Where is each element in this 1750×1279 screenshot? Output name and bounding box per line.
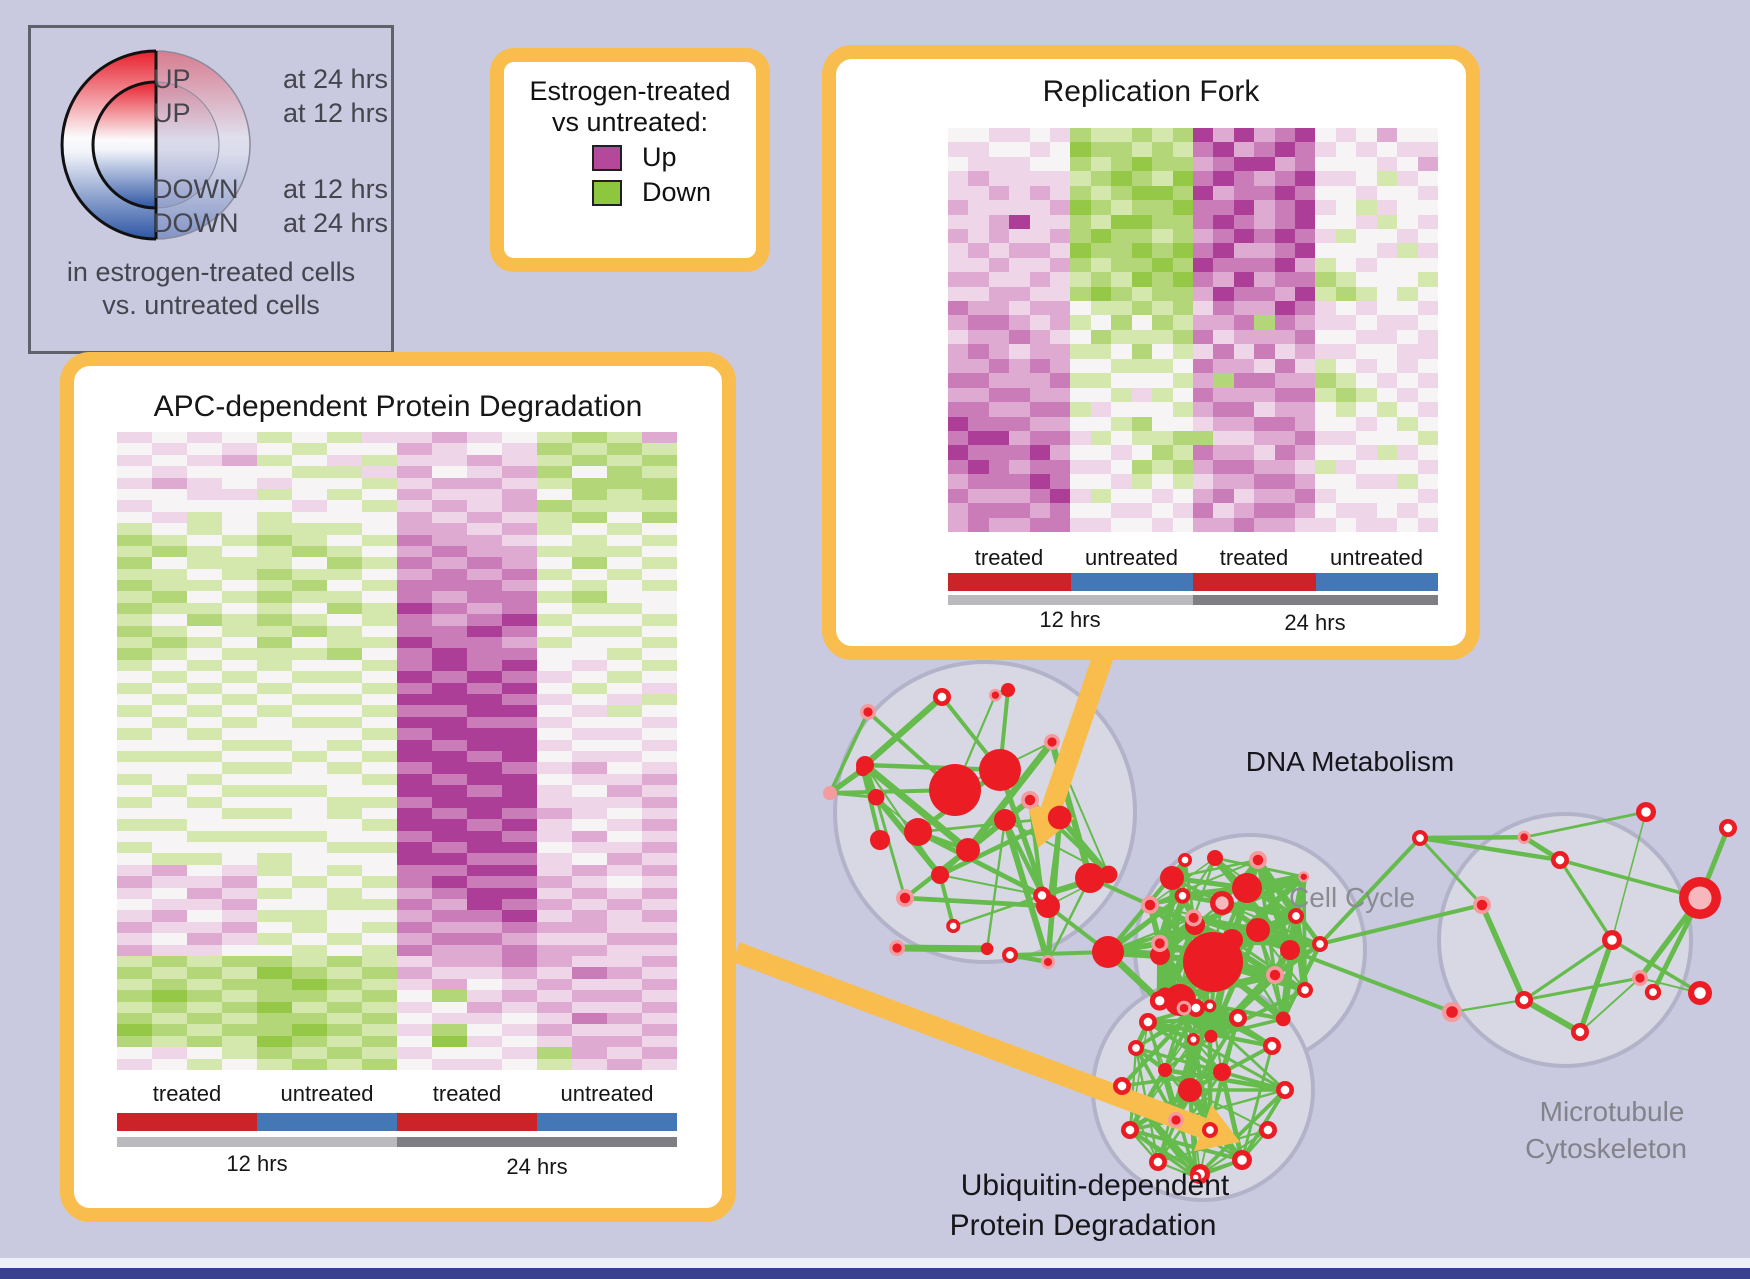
ring-time-24: at 24 hrs: [283, 64, 389, 94]
treated-bar: [948, 573, 1071, 591]
legend-item-up: Up: [592, 142, 756, 173]
updown-legend-box: Estrogen-treated vs untreated: Up Down: [490, 48, 770, 272]
down-color-swatch: [592, 179, 622, 206]
up-down-rings-icon: [60, 49, 251, 241]
ring-legend-box: UP at 24 hrs UP at 12 hrs DOWN at 12 hrs…: [28, 25, 394, 354]
network-cluster-label: Ubiquitin-dependent: [960, 1169, 1230, 1202]
ring-caption-line1: in estrogen-treated cells: [66, 257, 356, 287]
updown-title-line2: vs untreated:: [551, 107, 709, 137]
ring-word-up-12: UP: [153, 98, 191, 128]
untreated-bar: [1070, 573, 1193, 591]
ring-word-up-24: UP: [153, 64, 191, 94]
time12-bar: [948, 595, 1193, 605]
ring-time-24b: at 24 hrs: [283, 208, 389, 238]
apc-heatmap: [117, 432, 677, 1070]
network-cluster-label: Microtubule: [1539, 1096, 1685, 1127]
legend-item-down: Down: [592, 177, 756, 208]
treated-bar: [1193, 573, 1316, 591]
replication-fork-panel: Replication Fork treated untreated treat…: [822, 45, 1480, 660]
time12-bar: [117, 1137, 397, 1147]
up-label: Up: [642, 142, 677, 172]
network-cluster-label: DNA Metabolism: [1245, 746, 1455, 777]
rf-time-12hrs: 12 hrs: [1039, 607, 1101, 632]
rf-label-untreated-24: untreated: [1330, 545, 1423, 570]
untreated-bar: [257, 1113, 397, 1131]
bottom-navy-strip: [0, 1268, 1750, 1279]
apc-title: APC-dependent Protein Degradation: [153, 390, 643, 423]
treated-bar: [397, 1113, 537, 1131]
apc-label-untreated-24: untreated: [560, 1081, 654, 1106]
apc-time-12hrs: 12 hrs: [226, 1151, 288, 1176]
apc-label-treated-12: treated: [152, 1081, 222, 1106]
time24-bar: [397, 1137, 677, 1147]
rf-label-untreated-12: untreated: [1085, 545, 1178, 570]
untreated-bar: [1315, 573, 1438, 591]
network-cluster-label: Cell Cycle: [1288, 882, 1416, 913]
treated-bar: [117, 1113, 257, 1131]
bottom-light-strip: [0, 1258, 1750, 1268]
ring-time-12b: at 12 hrs: [283, 174, 389, 204]
apc-label-untreated-12: untreated: [280, 1081, 374, 1106]
ring-time-12: at 12 hrs: [283, 98, 389, 128]
ring-word-down-12: DOWN: [153, 174, 239, 204]
down-label: Down: [642, 177, 712, 207]
apc-panel: APC-dependent Protein Degradation treate…: [60, 352, 736, 1222]
replication-fork-title: Replication Fork: [1042, 75, 1260, 108]
up-color-swatch: [592, 144, 622, 171]
time24-bar: [1193, 595, 1438, 605]
ring-word-down-24: DOWN: [153, 208, 239, 238]
orange-arrows: [732, 644, 1240, 1152]
rf-time-24hrs: 24 hrs: [1284, 610, 1346, 635]
rf-label-treated-24: treated: [1219, 545, 1289, 570]
updown-title-line1: Estrogen-treated: [529, 76, 731, 106]
apc-time-24hrs: 24 hrs: [506, 1154, 568, 1179]
network-cluster-label: Cytoskeleton: [1525, 1133, 1687, 1164]
rf-label-treated-12: treated: [974, 545, 1044, 570]
untreated-bar: [537, 1113, 677, 1131]
replication-fork-heatmap: [948, 128, 1438, 532]
network-cluster-label: Protein Degradation: [949, 1209, 1217, 1242]
ring-caption-line2: vs. untreated cells: [102, 290, 320, 320]
apc-label-treated-24: treated: [432, 1081, 502, 1106]
